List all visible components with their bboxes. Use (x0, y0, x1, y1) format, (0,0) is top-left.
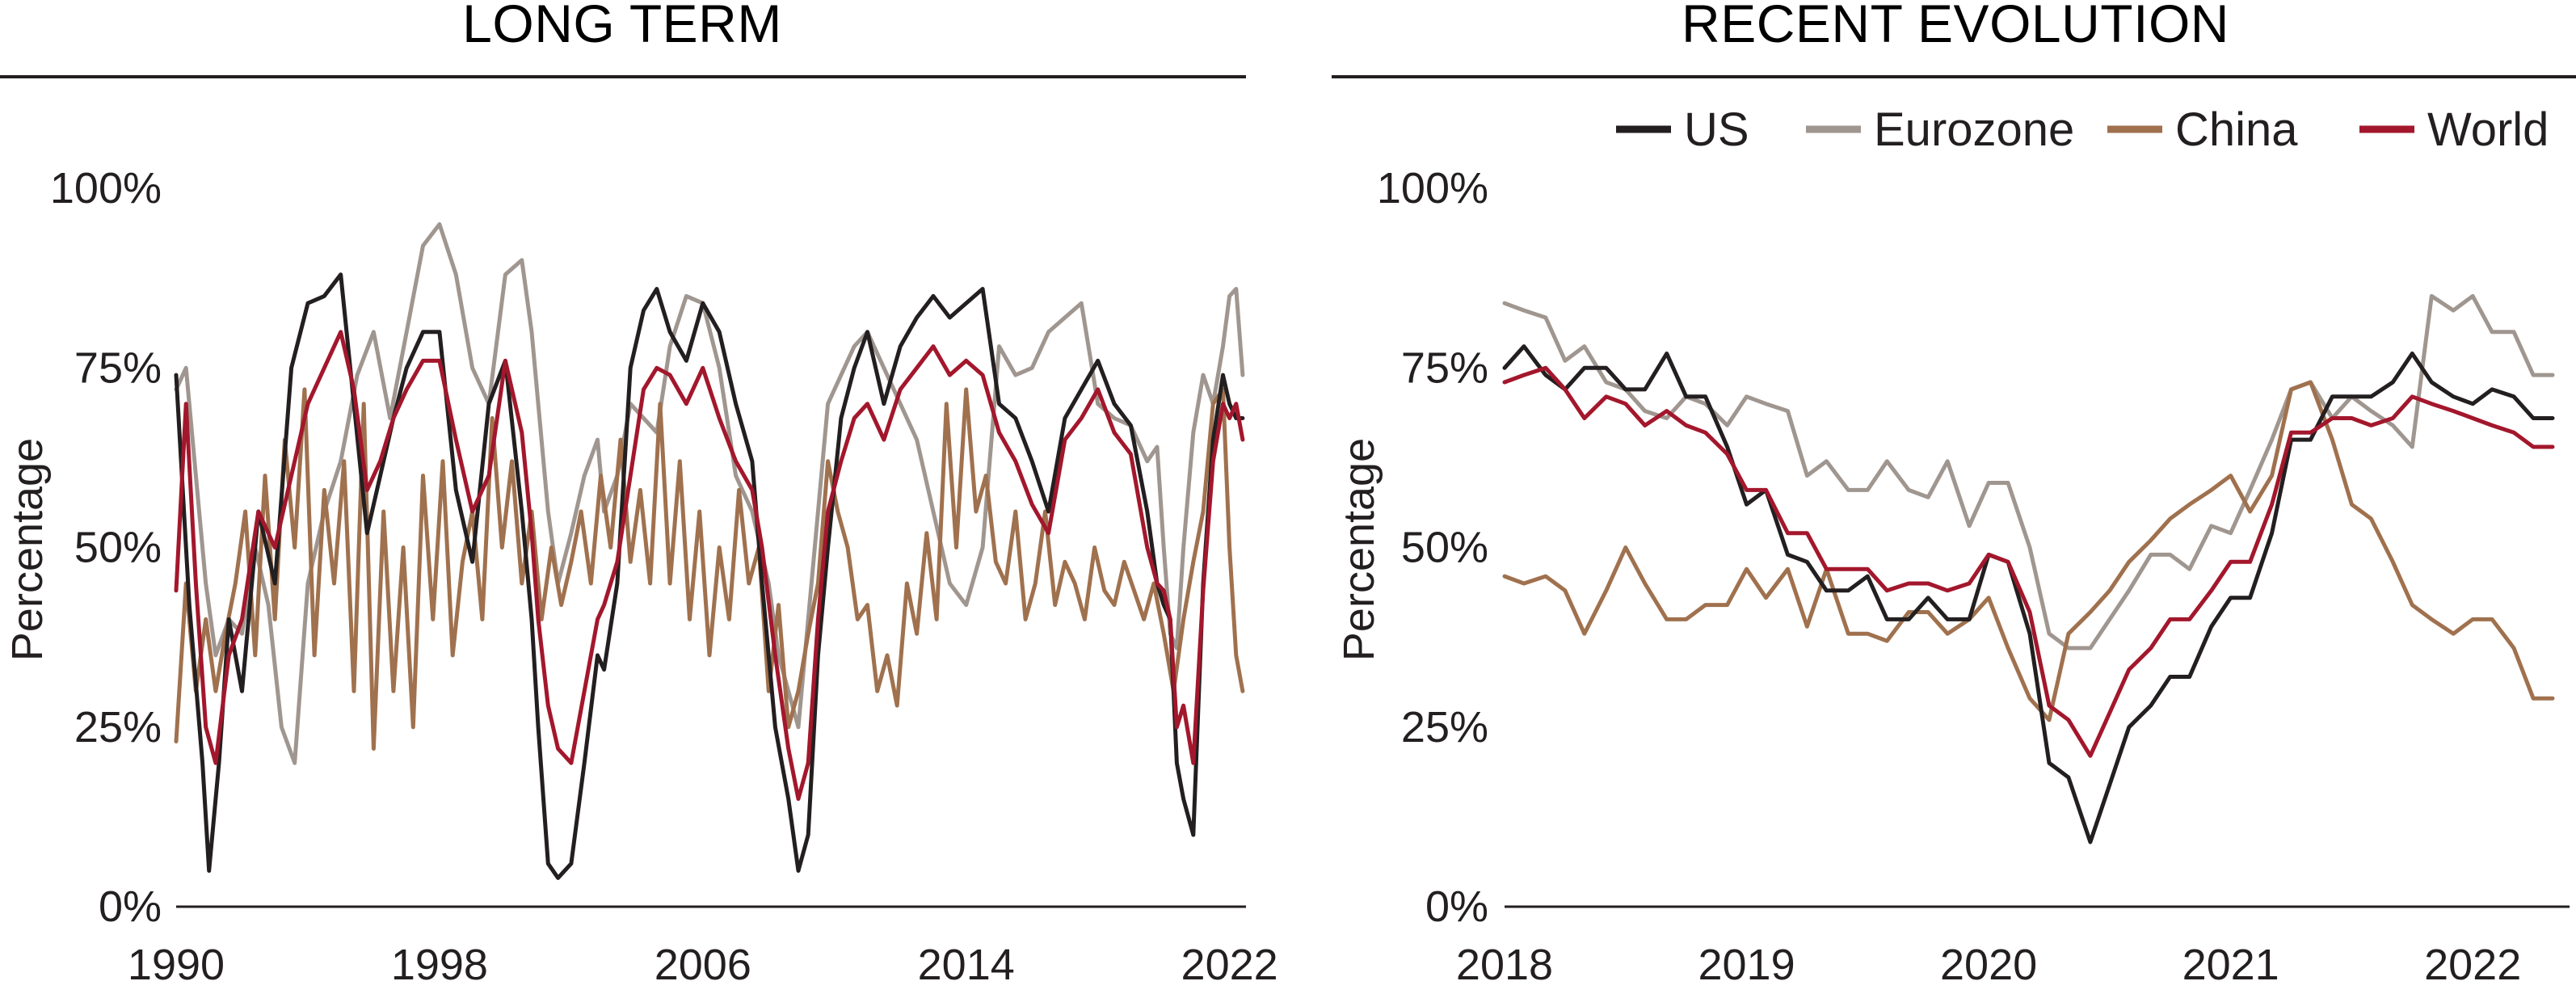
recent-evolution-series-line-eurozone (1502, 293, 2555, 651)
legend: US Eurozone China World (1616, 103, 2549, 156)
recent-evolution-x-tick-label: 2019 (1698, 941, 1795, 989)
recent-evolution-series-line-us (1502, 344, 2555, 844)
recent-evolution-panel: RECENT EVOLUTION Percentage 0% 25% 50% 75% 1… (1332, 0, 2576, 989)
recent-evolution-y-tick-label: 100% (1377, 164, 1488, 213)
recent-evolution-y-tick-label: 0% (1425, 882, 1488, 931)
long-term-x-tick-label: 1990 (128, 941, 225, 989)
long-term-y-tick-label: 25% (74, 703, 162, 752)
long-term-panel: LONG TERM Percentage 0% 25% 50% 75% 100% 199… (0, 0, 1278, 989)
long-term-y-tick-label: 75% (74, 343, 162, 392)
recent-evolution-y-axis-label: Percentage (1335, 438, 1383, 661)
recent-evolution-title: RECENT EVOLUTION (1682, 0, 2229, 53)
long-term-series-line-us (174, 272, 1245, 880)
recent-evolution-y-tick-label: 50% (1401, 524, 1488, 572)
legend-label-world: World (2427, 103, 2549, 156)
long-term-y-tick-label: 0% (99, 882, 162, 931)
long-term-y-axis-label: Percentage (3, 438, 52, 661)
recent-evolution-series-line-world (1502, 365, 2555, 758)
long-term-y-tick-label: 100% (50, 164, 162, 213)
long-term-series-line-world (174, 330, 1245, 802)
long-term-x-tick-label: 2022 (1181, 941, 1278, 989)
long-term-x-tick-label: 2006 (655, 941, 751, 989)
recent-evolution-x-tick-label: 2020 (1940, 941, 2037, 989)
recent-evolution-x-tick-label: 2022 (2424, 941, 2521, 989)
recent-evolution-series-line-china (1502, 380, 2555, 722)
long-term-series-line-eurozone (174, 222, 1245, 765)
recent-evolution-y-tick-label: 75% (1401, 343, 1488, 392)
recent-evolution-x-tick-label: 2018 (1456, 941, 1553, 989)
long-term-x-tick-label: 2014 (918, 941, 1015, 989)
long-term-title: LONG TERM (462, 0, 782, 53)
legend-label-eurozone: Eurozone (1874, 103, 2074, 156)
legend-label-us: US (1684, 103, 1749, 156)
recent-evolution-x-tick-label: 2021 (2182, 941, 2279, 989)
long-term-series-line-china (174, 387, 1245, 751)
long-term-y-tick-label: 50% (74, 524, 162, 572)
recent-evolution-y-tick-label: 25% (1401, 703, 1488, 752)
legend-label-china: China (2175, 103, 2298, 156)
long-term-x-tick-label: 1998 (391, 941, 488, 989)
